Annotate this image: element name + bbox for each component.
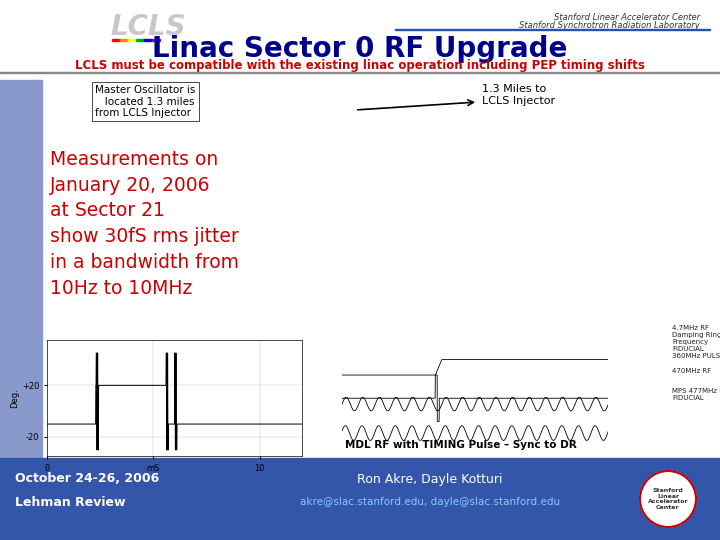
Bar	[395, 29, 710, 30]
Text: Linac Sector 0 RF Upgrade: Linac Sector 0 RF Upgrade	[153, 35, 567, 63]
Text: LCLS: LCLS	[110, 13, 186, 41]
Bar	[144, 38, 152, 41]
Text: MPS 477MHz RF
FIDUCIAL: MPS 477MHz RF FIDUCIAL	[672, 388, 720, 401]
Bar	[136, 38, 144, 41]
Text: PEP PHASE SHIFT ON MAIN DRIVE LINE: PEP PHASE SHIFT ON MAIN DRIVE LINE	[50, 440, 278, 450]
Bar	[152, 38, 160, 41]
Text: akre@slac.stanford.edu, dayle@slac.stanford.edu: akre@slac.stanford.edu, dayle@slac.stanf…	[300, 497, 560, 507]
Bar	[120, 38, 128, 41]
Text: Stanford Synchrotron Radiation Laboratory: Stanford Synchrotron Radiation Laborator…	[519, 22, 700, 30]
Text: 470MHz RF: 470MHz RF	[672, 368, 711, 374]
Bar	[0, 71, 720, 73]
Text: Master Oscillator is
   located 1.3 miles
from LCLS Injector: Master Oscillator is located 1.3 miles f…	[95, 85, 195, 118]
Text: Stanford Linear Accelerator Center: Stanford Linear Accelerator Center	[554, 12, 700, 22]
Y-axis label: Deg.: Deg.	[10, 388, 19, 408]
Text: Ron Akre, Dayle Kotturi: Ron Akre, Dayle Kotturi	[357, 474, 503, 487]
Text: 1.3 Miles to
LCLS Injector: 1.3 Miles to LCLS Injector	[482, 84, 555, 106]
Text: Lehman Review: Lehman Review	[15, 496, 125, 509]
Bar	[128, 38, 136, 41]
Text: 4.7MHz RF
Damping Ring
Frequency
FIDUCIAL
360MHz PULSED: 4.7MHz RF Damping Ring Frequency FIDUCIA…	[672, 325, 720, 359]
Text: LCLS must be compatible with the existing linac operation including PEP timing s: LCLS must be compatible with the existin…	[75, 59, 645, 72]
Bar	[112, 38, 120, 41]
Text: October 24-26, 2006: October 24-26, 2006	[15, 471, 159, 484]
Bar	[0, 458, 720, 540]
Circle shape	[640, 471, 696, 527]
Bar	[0, 80, 42, 458]
Text: Stanford
Linear
Accelerator
Center: Stanford Linear Accelerator Center	[648, 488, 688, 510]
Text: MDL RF with TIMING Pulse – Sync to DR: MDL RF with TIMING Pulse – Sync to DR	[345, 440, 577, 450]
Text: Measurements on
January 20, 2006
at Sector 21
show 30fS rms jitter
in a bandwidt: Measurements on January 20, 2006 at Sect…	[50, 150, 239, 298]
